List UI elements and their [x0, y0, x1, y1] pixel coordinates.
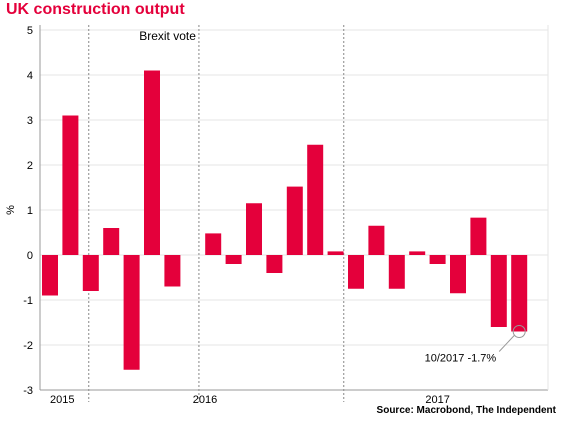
bar — [144, 70, 160, 255]
bar — [62, 115, 79, 255]
bar — [429, 255, 446, 264]
bars — [42, 70, 528, 370]
bar — [225, 255, 242, 264]
bar — [450, 255, 466, 294]
y-tick-label: 4 — [27, 70, 33, 82]
annotation-latest-value: 10/2017 -1.7% — [425, 353, 497, 365]
x-tick-label: 2016 — [193, 394, 217, 406]
y-axis-label: % — [5, 205, 17, 215]
bar — [409, 251, 426, 255]
bar — [388, 255, 405, 289]
y-tick-label: 5 — [27, 25, 33, 37]
labels: -3 -2 -1 0 1 2 3 4 5% 2015 2016 2017 Brexit vote 10/2… — [5, 25, 557, 416]
bar — [470, 217, 487, 255]
y-tick-label: -3 — [23, 385, 33, 397]
bar — [266, 255, 283, 273]
source-note: Source: Macrobond, The Independent — [377, 405, 557, 416]
bar — [368, 225, 385, 255]
bar — [348, 255, 364, 289]
y-tick-label: 2 — [27, 160, 33, 172]
axes — [39, 25, 549, 391]
year-separators — [88, 25, 345, 402]
bar — [164, 255, 181, 287]
bar — [123, 255, 140, 370]
annotation-leader — [498, 335, 515, 352]
bar — [246, 203, 262, 255]
y-tick-label: 3 — [27, 115, 33, 127]
bar — [307, 144, 324, 255]
annotation-marker — [512, 325, 526, 338]
annotation-brexit-vote: Brexit vote — [139, 29, 196, 43]
chart-title: UK construction output — [6, 1, 185, 18]
y-tick-label: -2 — [23, 340, 33, 352]
y-tick-label: -1 — [23, 295, 33, 307]
bar — [511, 255, 528, 332]
x-tick-label: 2017 — [425, 394, 449, 406]
bar — [490, 255, 507, 327]
bar — [103, 228, 120, 255]
bar — [286, 186, 303, 255]
x-tick-label: 2015 — [50, 394, 74, 406]
bar — [327, 251, 344, 255]
y-tick-label: 1 — [27, 205, 33, 217]
bar — [82, 255, 99, 291]
bar — [205, 233, 222, 255]
y-tick-label: 0 — [27, 250, 33, 262]
bar — [42, 255, 58, 296]
